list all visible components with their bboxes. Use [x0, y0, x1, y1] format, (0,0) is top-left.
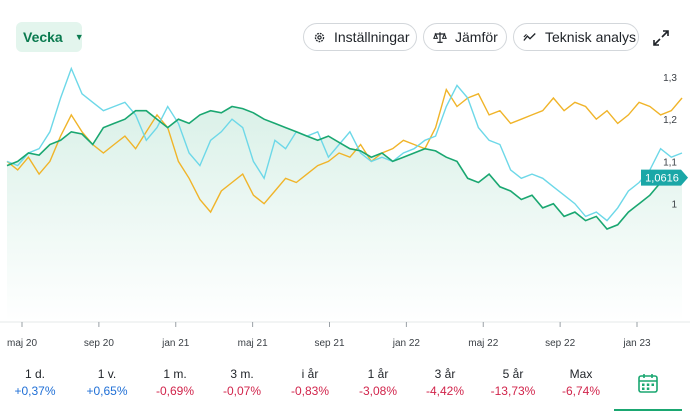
- settings-button-label: Inställningar: [334, 29, 410, 45]
- return-period-label: 1 v.: [97, 367, 117, 381]
- x-tick-label: sep 21: [314, 338, 344, 349]
- settings-button[interactable]: Inställningar: [303, 23, 417, 51]
- chevron-down-icon: ▼: [74, 32, 84, 42]
- current-value-badge-shape: [641, 169, 688, 186]
- scale-icon: [433, 31, 447, 43]
- technical-analysis-button-label: Teknisk analys: [545, 29, 637, 45]
- x-tick-label: maj 21: [238, 338, 268, 349]
- return-value: -3,08%: [358, 384, 398, 398]
- return-period-label: 5 år: [502, 367, 524, 381]
- x-tick-label: maj 20: [7, 338, 37, 349]
- return-value: -6,74%: [561, 384, 601, 398]
- return-value: -0,07%: [222, 384, 262, 398]
- x-tick-label: jan 21: [161, 338, 190, 349]
- compare-button-label: Jämför: [455, 29, 498, 45]
- return-period-label: 3 m.: [230, 367, 254, 381]
- return-value: -4,42%: [425, 384, 465, 398]
- technical-analysis-button[interactable]: Teknisk analys: [513, 23, 639, 51]
- period-select[interactable]: Vecka ▼: [16, 22, 84, 52]
- return-value: +0,37%: [14, 384, 56, 398]
- return-value: -13,73%: [490, 384, 536, 398]
- compare-series-yellow-line: [6, 87, 683, 214]
- expand-icon[interactable]: [651, 28, 671, 48]
- return-period-label: i år: [301, 367, 319, 381]
- current-value-label: 1,0616: [645, 173, 679, 185]
- return-period-label: 1 år: [367, 367, 389, 381]
- calendar-icon: [638, 374, 658, 393]
- return-5y[interactable]: 5 år -13,73%: [483, 367, 543, 398]
- return-value: -0,83%: [290, 384, 330, 398]
- return-period-label: 1 m.: [163, 367, 187, 381]
- chart-toolbar: Vecka ▼ Inställningar Jämför Teknisk ana…: [0, 0, 690, 60]
- y-tick-label: 1,2: [663, 115, 677, 126]
- x-tick-label: jan 22: [392, 338, 421, 349]
- x-tick-label: sep 20: [84, 338, 114, 349]
- y-tick-label: 1: [671, 200, 677, 211]
- return-1y[interactable]: 1 år -3,08%: [348, 367, 408, 398]
- current-value-badge: 1,0616: [641, 169, 688, 186]
- y-tick-label: 1,3: [663, 73, 677, 84]
- x-tick-label: jan 23: [622, 338, 651, 349]
- return-period-label: Max: [569, 367, 593, 381]
- custom-range-button[interactable]: [614, 357, 682, 411]
- x-axis-ticks: maj 20 sep 20 jan 21 maj 21 sep 21 jan 22 maj …: [0, 321, 690, 349]
- returns-bar: 1 d. +0,37% 1 v. +0,65% 1 m. -0,69% 3 m.…: [0, 357, 690, 417]
- main-series-line: [6, 105, 683, 230]
- return-period-label: 1 d.: [24, 367, 45, 381]
- return-period-label: 3 år: [434, 367, 456, 381]
- return-3m[interactable]: 3 m. -0,07%: [212, 367, 272, 398]
- return-1d[interactable]: 1 d. +0,37%: [5, 367, 65, 398]
- x-tick-label: maj 22: [468, 338, 498, 349]
- return-value: -0,69%: [155, 384, 195, 398]
- return-ytd[interactable]: i år -0,83%: [280, 367, 340, 398]
- trend-icon: [523, 33, 536, 41]
- y-axis-ticks: 1,3 1,2 1,1 1: [663, 73, 677, 211]
- compare-button[interactable]: Jämför: [423, 23, 507, 51]
- x-tick-label: sep 22: [545, 338, 575, 349]
- return-value: +0,65%: [86, 384, 128, 398]
- price-chart[interactable]: 1,3 1,2 1,1 1 maj 20 sep 20 jan 21 maj 21 sep 2…: [0, 60, 690, 352]
- return-3y[interactable]: 3 år -4,42%: [415, 367, 475, 398]
- y-tick-label: 1,1: [663, 157, 677, 168]
- return-1m[interactable]: 1 m. -0,69%: [145, 367, 205, 398]
- gear-icon: [314, 32, 325, 42]
- return-1w[interactable]: 1 v. +0,65%: [77, 367, 137, 398]
- main-series-area: [7, 106, 682, 322]
- compare-series-cyan-line: [6, 66, 683, 222]
- period-select-label: Vecka: [23, 29, 63, 45]
- return-max[interactable]: Max -6,74%: [551, 367, 611, 398]
